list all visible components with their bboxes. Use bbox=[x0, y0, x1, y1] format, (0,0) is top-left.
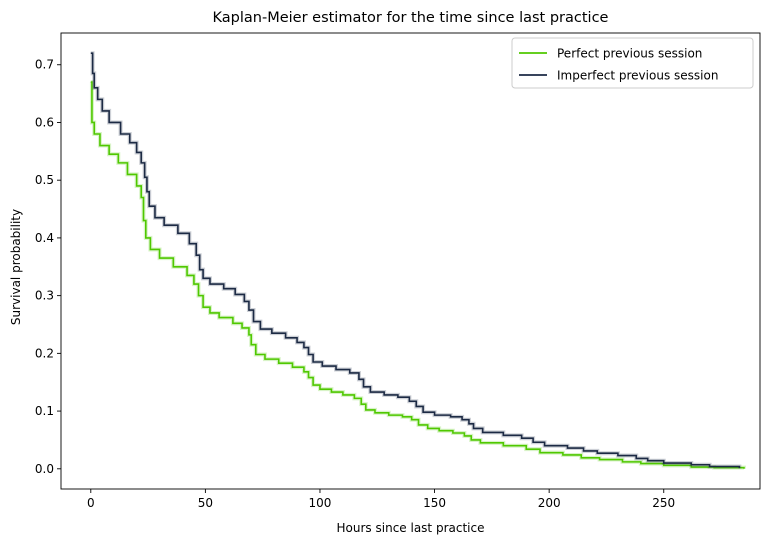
series-0-survival-line bbox=[90, 81, 745, 469]
legend-box bbox=[511, 37, 754, 89]
x-tick-label: 200 bbox=[538, 496, 561, 510]
x-tick-label: 150 bbox=[423, 496, 446, 510]
x-axis-label: Hours since last practice bbox=[337, 521, 485, 535]
legend-label-1: Imperfect previous session bbox=[557, 69, 718, 83]
chart-title: Kaplan-Meier estimator for the time sinc… bbox=[213, 10, 609, 26]
legend: Perfect previous session Imperfect previo… bbox=[511, 37, 754, 89]
x-tick-label: 250 bbox=[652, 496, 675, 510]
plot-area bbox=[89, 51, 746, 470]
series-1-survival-line bbox=[90, 52, 741, 469]
y-tick-label: 0.5 bbox=[35, 173, 54, 187]
y-tick-label: 0.2 bbox=[35, 346, 54, 360]
x-tick-label: 0 bbox=[87, 496, 95, 510]
y-tick-label: 0.6 bbox=[35, 115, 54, 129]
x-tick-label: 100 bbox=[309, 496, 332, 510]
y-tick-label: 0.7 bbox=[35, 58, 54, 72]
legend-label-0: Perfect previous session bbox=[557, 47, 702, 61]
y-axis-label: Survival probability bbox=[9, 209, 23, 325]
y-tick-label: 0.4 bbox=[35, 231, 54, 245]
x-tick-label: 50 bbox=[198, 496, 213, 510]
y-tick-label: 0.0 bbox=[35, 462, 54, 476]
axes: 0 50 100 150 200 250 0.0 0.1 0.2 0.3 0.4 0.5 0.6 0.7 bbox=[35, 32, 761, 510]
plot-frame bbox=[60, 32, 761, 490]
y-tick-label: 0.3 bbox=[35, 289, 54, 303]
y-tick-label: 0.1 bbox=[35, 404, 54, 418]
